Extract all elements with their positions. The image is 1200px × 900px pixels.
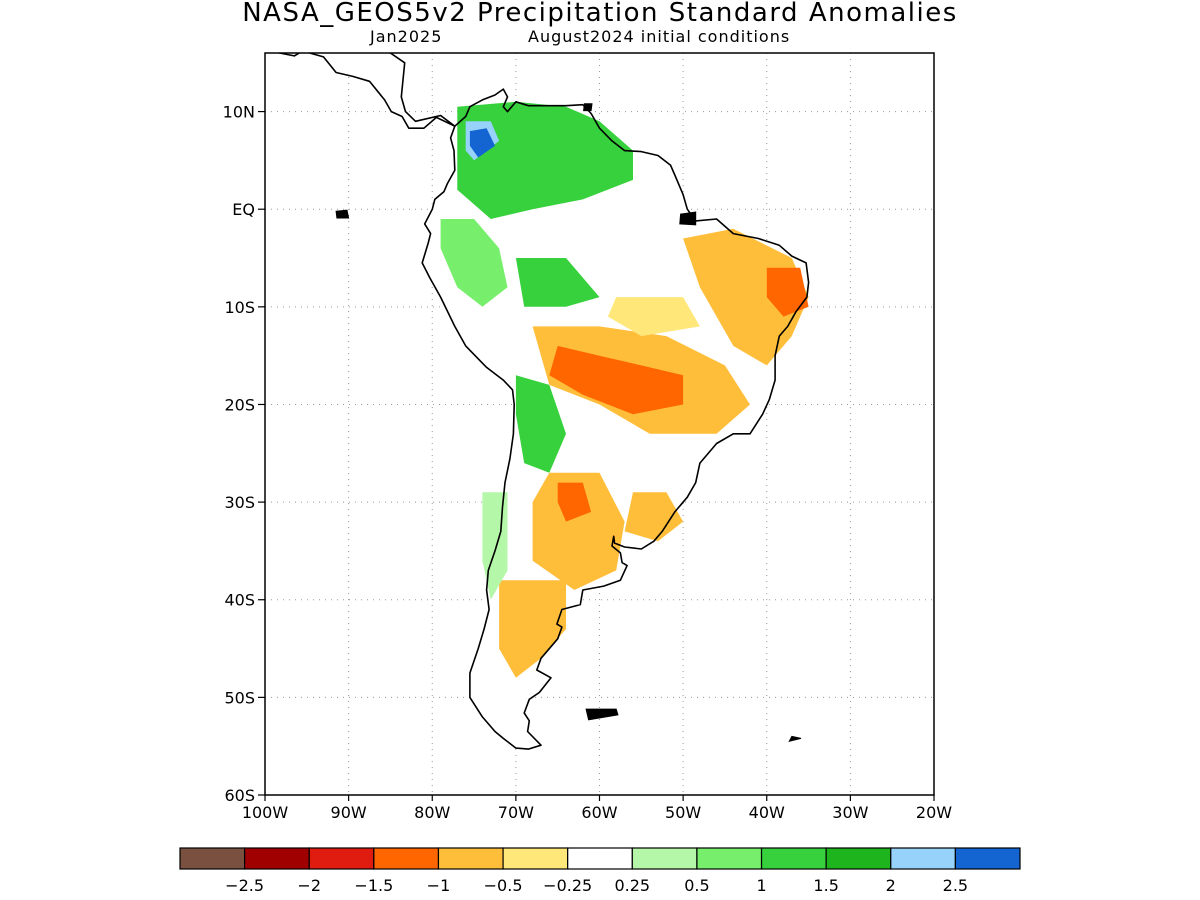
longitude-tick-labels: 100W 90W 80W 70W 60W 50W 40W 30W 20W	[242, 795, 952, 822]
lon-label: 40W	[749, 803, 785, 822]
colorbar: −2.5 −2 −1.5 −1 −0.5 −0.25 0.25 0.5 1 1.5 2 2.5	[179, 847, 1021, 895]
anomaly-region-4	[515, 258, 600, 307]
colorbar-swatch	[244, 847, 310, 870]
anomaly-shading-layer	[440, 101, 809, 678]
island-3	[679, 211, 697, 226]
island-2	[335, 209, 350, 219]
lat-label: 30S	[224, 493, 255, 512]
lat-label: EQ	[232, 200, 255, 219]
colorbar-label: −0.25	[543, 876, 592, 895]
colorbar-swatch	[179, 847, 246, 870]
colorbar-swatch	[567, 847, 633, 870]
colorbar-label: 0.25	[614, 876, 650, 895]
lon-label: 100W	[242, 803, 289, 822]
island-1	[585, 708, 619, 721]
colorbar-swatch	[825, 847, 892, 870]
colorbar-swatch	[631, 847, 698, 870]
colorbar-label: −1.5	[354, 876, 393, 895]
anomaly-region-12	[557, 482, 592, 522]
colorbar-swatch	[437, 847, 504, 870]
latitude-tick-labels: 10N EQ 10S 20S 30S 40S 50S 60S	[223, 103, 265, 805]
colorbar-label: 2	[886, 876, 896, 895]
anomaly-region-9	[607, 297, 700, 337]
map-title: NASA_GEOS5v2 Precipitation Standard Anom…	[242, 0, 958, 28]
colorbar-label: −1	[427, 876, 451, 895]
colorbar-label: −0.5	[484, 876, 523, 895]
lat-label: 20S	[224, 395, 255, 414]
anomaly-region-13	[624, 492, 684, 542]
lon-label: 70W	[498, 803, 534, 822]
anomaly-region-5	[683, 228, 809, 366]
anomaly-region-3	[440, 219, 508, 307]
lat-label: 50S	[224, 688, 255, 707]
colorbar-label: −2	[297, 876, 321, 895]
lat-label: 10N	[223, 103, 255, 122]
anomaly-region-0	[457, 101, 633, 219]
colorbar-label: 2.5	[943, 876, 968, 895]
initial-conditions: August2024 initial conditions	[528, 27, 791, 46]
colorbar-swatch	[373, 847, 440, 870]
anomaly-region-6	[766, 267, 809, 317]
lat-label: 60S	[224, 786, 255, 805]
anomaly-region-11	[532, 472, 625, 590]
colorbar-swatch	[954, 847, 1021, 870]
colorbar-swatch	[308, 847, 375, 870]
colorbar-label: 1	[756, 876, 766, 895]
anomaly-region-8	[549, 345, 684, 415]
anomaly-region-10	[515, 375, 566, 473]
colorbar-swatch	[760, 847, 827, 870]
colorbar-label: 1.5	[813, 876, 838, 895]
anomaly-region-2	[469, 128, 495, 158]
lon-label: 50W	[665, 803, 701, 822]
target-month: Jan2025	[370, 27, 443, 46]
colorbar-swatch	[502, 847, 569, 870]
lon-label: 60W	[581, 803, 617, 822]
colorbar-label: 0.5	[684, 876, 709, 895]
colorbar-label: −2.5	[225, 876, 264, 895]
island-0	[583, 103, 593, 112]
lon-label: 90W	[331, 803, 367, 822]
lon-label: 30W	[832, 803, 868, 822]
south-america-coastline	[421, 88, 810, 750]
anomaly-region-14	[499, 580, 566, 678]
lon-label: 20W	[916, 803, 952, 822]
island-4	[788, 735, 802, 743]
central-america-land	[279, 53, 455, 129]
lat-label: 10S	[224, 298, 255, 317]
lat-label: 40S	[224, 591, 255, 610]
colorbar-swatch	[696, 847, 763, 870]
colorbar-swatch	[890, 847, 956, 870]
lon-label: 80W	[414, 803, 450, 822]
